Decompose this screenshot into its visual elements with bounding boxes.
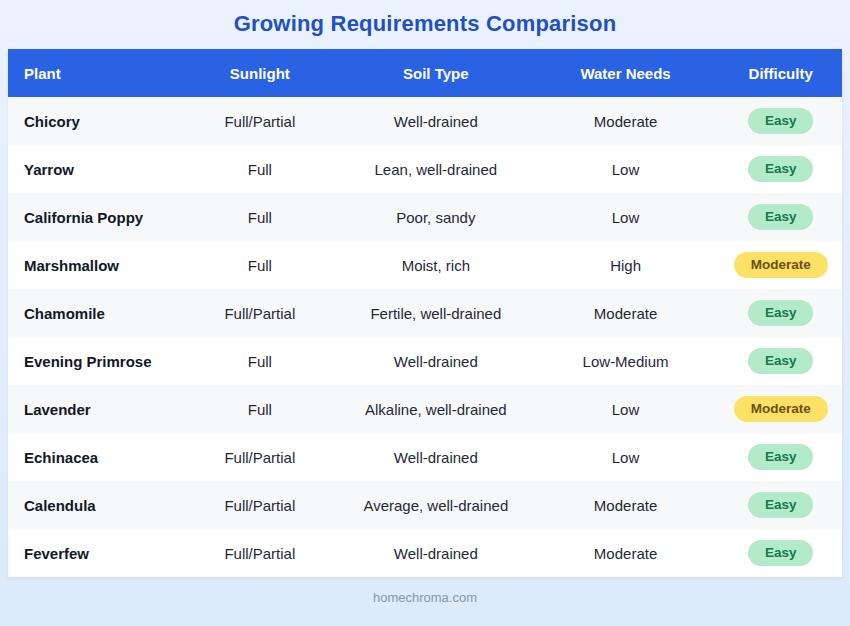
soil-type-cell: Poor, sandy	[340, 209, 532, 226]
difficulty-badge: Moderate	[734, 396, 828, 422]
table-body: Chicory Full/Partial Well-drained Modera…	[8, 97, 842, 577]
sunlight-cell: Full/Partial	[180, 545, 340, 562]
soil-type-cell: Well-drained	[340, 113, 532, 130]
difficulty-cell: Easy	[719, 300, 842, 326]
difficulty-cell: Easy	[719, 156, 842, 182]
water-needs-cell: Low	[532, 449, 720, 466]
soil-type-cell: Moist, rich	[340, 257, 532, 274]
soil-type-cell: Lean, well-drained	[340, 161, 532, 178]
page-title: Growing Requirements Comparison	[0, 0, 850, 49]
soil-type-cell: Well-drained	[340, 353, 532, 370]
difficulty-badge: Easy	[748, 300, 814, 326]
difficulty-cell: Moderate	[719, 396, 842, 422]
water-needs-cell: Moderate	[532, 305, 720, 322]
difficulty-cell: Easy	[719, 108, 842, 134]
sunlight-cell: Full/Partial	[180, 305, 340, 322]
difficulty-cell: Easy	[719, 540, 842, 566]
soil-type-cell: Well-drained	[340, 545, 532, 562]
water-needs-cell: Low	[532, 401, 720, 418]
soil-type-cell: Well-drained	[340, 449, 532, 466]
difficulty-badge: Easy	[748, 204, 814, 230]
table-row: Chamomile Full/Partial Fertile, well-dra…	[8, 289, 842, 337]
column-header-difficulty: Difficulty	[719, 65, 842, 82]
table-row: Yarrow Full Lean, well-drained Low Easy	[8, 145, 842, 193]
difficulty-badge: Easy	[748, 156, 814, 182]
plant-name-cell: Chicory	[8, 113, 180, 130]
soil-type-cell: Fertile, well-drained	[340, 305, 532, 322]
plant-name-cell: Calendula	[8, 497, 180, 514]
sunlight-cell: Full/Partial	[180, 497, 340, 514]
difficulty-badge: Easy	[748, 444, 814, 470]
table-row: Echinacea Full/Partial Well-drained Low …	[8, 433, 842, 481]
plant-name-cell: California Poppy	[8, 209, 180, 226]
difficulty-badge: Easy	[748, 348, 814, 374]
table-row: California Poppy Full Poor, sandy Low Ea…	[8, 193, 842, 241]
plant-name-cell: Marshmallow	[8, 257, 180, 274]
difficulty-badge: Moderate	[734, 252, 828, 278]
water-needs-cell: Low	[532, 209, 720, 226]
table-row: Lavender Full Alkaline, well-drained Low…	[8, 385, 842, 433]
difficulty-badge: Easy	[748, 540, 814, 566]
sunlight-cell: Full	[180, 209, 340, 226]
soil-type-cell: Alkaline, well-drained	[340, 401, 532, 418]
footer-watermark: homechroma.com	[0, 577, 850, 605]
column-header-plant: Plant	[8, 65, 180, 82]
difficulty-cell: Easy	[719, 444, 842, 470]
water-needs-cell: Moderate	[532, 497, 720, 514]
water-needs-cell: Moderate	[532, 113, 720, 130]
plant-name-cell: Evening Primrose	[8, 353, 180, 370]
difficulty-cell: Easy	[719, 492, 842, 518]
soil-type-cell: Average, well-drained	[340, 497, 532, 514]
water-needs-cell: High	[532, 257, 720, 274]
plant-name-cell: Yarrow	[8, 161, 180, 178]
sunlight-cell: Full	[180, 401, 340, 418]
difficulty-cell: Moderate	[719, 252, 842, 278]
comparison-table-card: Plant Sunlight Soil Type Water Needs Dif…	[8, 49, 842, 577]
column-header-soil-type: Soil Type	[340, 65, 532, 82]
sunlight-cell: Full	[180, 161, 340, 178]
difficulty-badge: Easy	[748, 492, 814, 518]
column-header-water-needs: Water Needs	[532, 65, 720, 82]
column-header-sunlight: Sunlight	[180, 65, 340, 82]
sunlight-cell: Full/Partial	[180, 113, 340, 130]
water-needs-cell: Moderate	[532, 545, 720, 562]
table-row: Marshmallow Full Moist, rich High Modera…	[8, 241, 842, 289]
difficulty-cell: Easy	[719, 348, 842, 374]
table-header-row: Plant Sunlight Soil Type Water Needs Dif…	[8, 49, 842, 97]
table-row: Chicory Full/Partial Well-drained Modera…	[8, 97, 842, 145]
table-row: Feverfew Full/Partial Well-drained Moder…	[8, 529, 842, 577]
table-row: Evening Primrose Full Well-drained Low-M…	[8, 337, 842, 385]
water-needs-cell: Low	[532, 161, 720, 178]
water-needs-cell: Low-Medium	[532, 353, 720, 370]
plant-name-cell: Chamomile	[8, 305, 180, 322]
difficulty-cell: Easy	[719, 204, 842, 230]
plant-name-cell: Echinacea	[8, 449, 180, 466]
plant-name-cell: Lavender	[8, 401, 180, 418]
sunlight-cell: Full	[180, 353, 340, 370]
sunlight-cell: Full/Partial	[180, 449, 340, 466]
plant-name-cell: Feverfew	[8, 545, 180, 562]
table-row: Calendula Full/Partial Average, well-dra…	[8, 481, 842, 529]
sunlight-cell: Full	[180, 257, 340, 274]
difficulty-badge: Easy	[748, 108, 814, 134]
